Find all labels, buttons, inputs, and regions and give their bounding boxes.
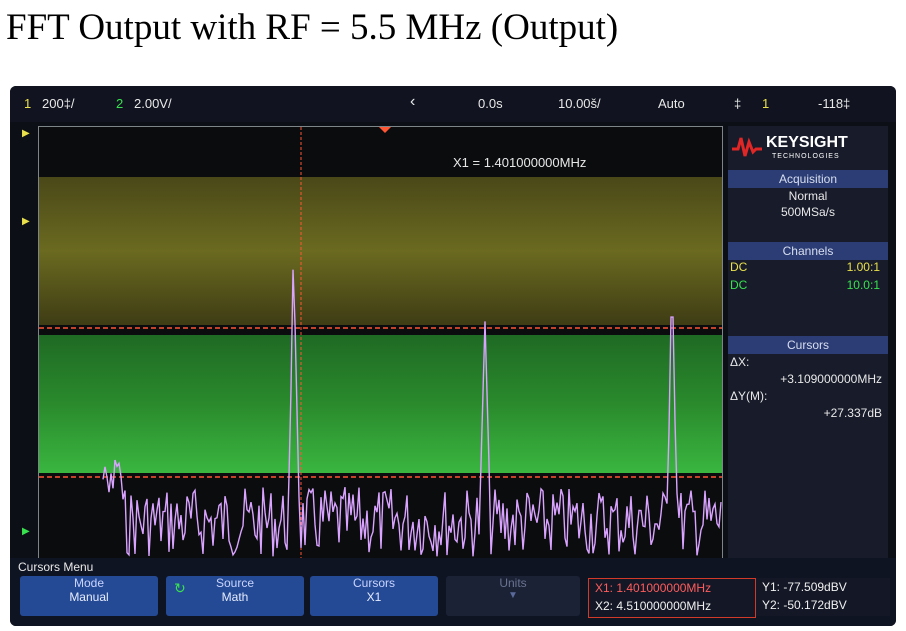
cursors-softkey-value: X1 [366,590,382,604]
cursors-softkey-label: Cursors [352,576,395,590]
ch1-ground-marker: ▶ [22,128,30,139]
channel-row-1: DC 1.00:1 [728,260,888,278]
submenu-arrow-icon: ▼ [508,590,518,601]
menu-title: Cursors Menu [18,560,94,574]
trigger-level[interactable]: -118‡ [818,96,851,111]
waveform-svg: X1 = 1.401000000MHz [39,127,722,559]
source-softkey-label: Source [215,576,255,590]
trigger-position-marker [379,127,391,133]
ch1-indicator[interactable]: 1 [24,96,32,111]
acquisition-header[interactable]: Acquisition [728,170,888,188]
time-scale[interactable]: 10.00š/ [558,96,601,111]
y1-readout: Y1: -77.509dBV [762,580,847,594]
source-softkey-value: Math [221,590,249,604]
trigger-mode[interactable]: Auto [658,96,685,111]
trigger-channel[interactable]: 1 [762,96,770,111]
time-delay[interactable]: 0.0s [478,96,503,111]
ch2-indicator[interactable]: 2 [116,96,124,111]
mode-softkey-value: Manual [69,590,109,604]
x2-readout: X2: 4.510000000MHz [595,599,712,613]
ch1-trace-band [39,177,722,325]
math-ground-marker: ▶ [22,216,30,227]
waveform-screen: X1 = 1.401000000MHz [38,126,723,560]
x1-readout: X1: 1.401000000MHz [595,581,712,595]
rotate-knob-icon: ↻ [174,580,186,596]
ch2-scale[interactable]: 2.00V/ [134,96,172,111]
trigger-edge-icon: ‡ [734,96,742,111]
cursor-x-readout: X1: 1.401000000MHz X2: 4.510000000MHz [588,578,756,618]
figure-caption: FFT Output with RF = 5.5 MHz (Output) [6,7,619,48]
cursor-x1-label: X1 = 1.401000000MHz [453,155,586,170]
math-fft-trace [102,269,722,557]
mode-softkey-label: Mode [73,576,105,590]
ch2-probe-ratio: 10.0:1 [846,278,880,292]
units-softkey[interactable]: Units ▼ [446,576,580,616]
oscilloscope-display: 1 200‡/ 2 2.00V/ ‹ 0.0s 10.00š/ Auto ‡ 1… [10,86,896,626]
cursor-dy-label: ΔY(M): [730,389,768,403]
cursors-header[interactable]: Cursors [728,336,888,354]
side-panel: KEYSIGHT TECHNOLOGIES Acquisition Normal… [728,126,888,558]
trigger-delay-icon: ‹ [410,93,416,110]
keysight-wave-icon [732,137,762,157]
source-softkey[interactable]: ↻ Source Math [166,576,304,616]
ch2-ground-marker: ▶ [22,526,30,537]
y2-readout: Y2: -50.172dBV [762,598,847,612]
mode-softkey[interactable]: Mode Manual [20,576,158,616]
ch1-scale[interactable]: 200‡/ [42,96,75,111]
cursor-dx-label: ΔX: [730,355,750,369]
ch1-coupling: DC [730,260,748,274]
cursor-y-readout: Y1: -77.509dBV Y2: -50.172dBV [756,578,890,616]
cursor-dx-value: +3.109000000MHz [780,372,882,386]
acquisition-rate: 500MSa/s [780,205,836,219]
keysight-logo: KEYSIGHT TECHNOLOGIES [728,126,888,170]
logo-tagline: TECHNOLOGIES [772,153,840,160]
channel-row-2: DC 10.0:1 [728,278,888,296]
ch1-probe-ratio: 1.00:1 [846,260,880,274]
cursor-dy-value: +27.337dB [823,406,882,420]
acquisition-mode: Normal [788,189,828,203]
status-bar: 1 200‡/ 2 2.00V/ ‹ 0.0s 10.00š/ Auto ‡ 1… [10,86,896,122]
channels-header[interactable]: Channels [728,242,888,260]
units-softkey-label: Units [499,576,527,590]
ch2-trace-band [39,335,722,473]
ch2-coupling: DC [730,278,748,292]
softkey-bar: Cursors Menu Mode Manual ↻ Source Math C… [10,558,896,626]
cursors-softkey[interactable]: Cursors X1 [310,576,438,616]
logo-brand: KEYSIGHT [766,134,848,151]
